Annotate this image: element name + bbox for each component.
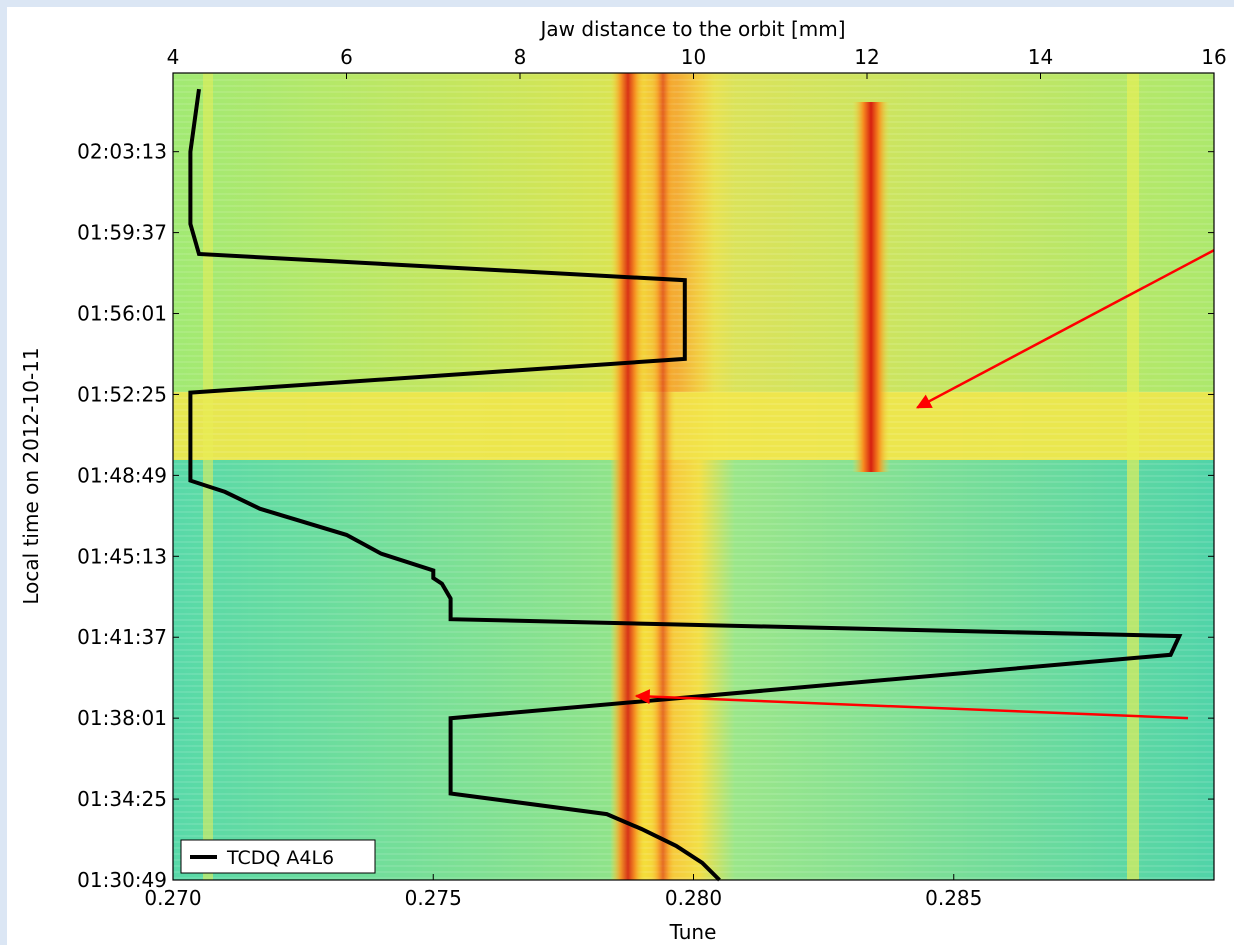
chart-svg: 0.270 0.275 0.280 0.285 4 6 8 10 12 14 16 01:30:4… (19, 17, 1227, 944)
series-line-jaw (188, 88, 1183, 882)
x2-tick-label: 10 (681, 45, 706, 69)
tune-line-faint-right (1127, 73, 1139, 880)
x2-tick-label: 4 (167, 45, 180, 69)
y-tick-label: 02:03:13 (77, 140, 167, 164)
tune-line-hot (852, 102, 890, 472)
y-axis-title: Local time on 2012-10-11 (19, 347, 43, 604)
y-tick-label: 01:59:37 (77, 221, 167, 245)
arrow-layer (634, 249, 1215, 720)
heatmap-stripes (173, 73, 1214, 880)
annotation-arrow-0 (634, 689, 1189, 720)
y-tick-label: 01:48:49 (77, 463, 167, 487)
top-axis: 4 6 8 10 12 14 16 (167, 45, 1227, 79)
figure-frame: 0.270 0.275 0.280 0.285 4 6 8 10 12 14 16 01:30:4… (7, 7, 1234, 945)
bottom-axis: 0.270 0.275 0.280 0.285 (144, 874, 982, 910)
tune-line-faint-left (203, 73, 213, 880)
y-tick-label: 01:34:25 (77, 787, 167, 811)
y-tick-label: 01:45:13 (77, 544, 167, 568)
x-tick-label: 0.275 (405, 886, 462, 910)
x2-tick-label: 8 (514, 45, 527, 69)
left-axis: 01:30:49 01:34:25 01:38:01 01:41:37 01:45:13… (77, 140, 1214, 892)
x-tick-label: 0.285 (925, 886, 982, 910)
x-tick-label: 0.280 (665, 886, 722, 910)
x-axis-title: Tune (669, 920, 717, 944)
y-tick-label: 01:38:01 (77, 706, 167, 730)
x2-tick-label: 6 (340, 45, 353, 69)
y-tick-label: 01:52:25 (77, 382, 167, 406)
tune-line-main (610, 73, 646, 880)
y-tick-label: 01:41:37 (77, 625, 167, 649)
tune-line-secondary (650, 73, 676, 880)
legend: TCDQ A4L6 (180, 839, 376, 874)
top-axis-title: Jaw distance to the orbit [mm] (538, 17, 845, 41)
y-tick-label: 01:56:01 (77, 302, 167, 326)
x2-tick-label: 16 (1201, 45, 1226, 69)
x2-tick-label: 12 (854, 45, 879, 69)
x-tick-label: 0.270 (144, 886, 201, 910)
y-tick-label: 01:30:49 (77, 868, 167, 892)
legend-label: TCDQ A4L6 (226, 847, 334, 869)
jaw-layer (188, 88, 1183, 882)
x2-tick-label: 14 (1028, 45, 1053, 69)
annotation-arrow-1 (915, 249, 1215, 409)
heatmap (173, 73, 1214, 880)
